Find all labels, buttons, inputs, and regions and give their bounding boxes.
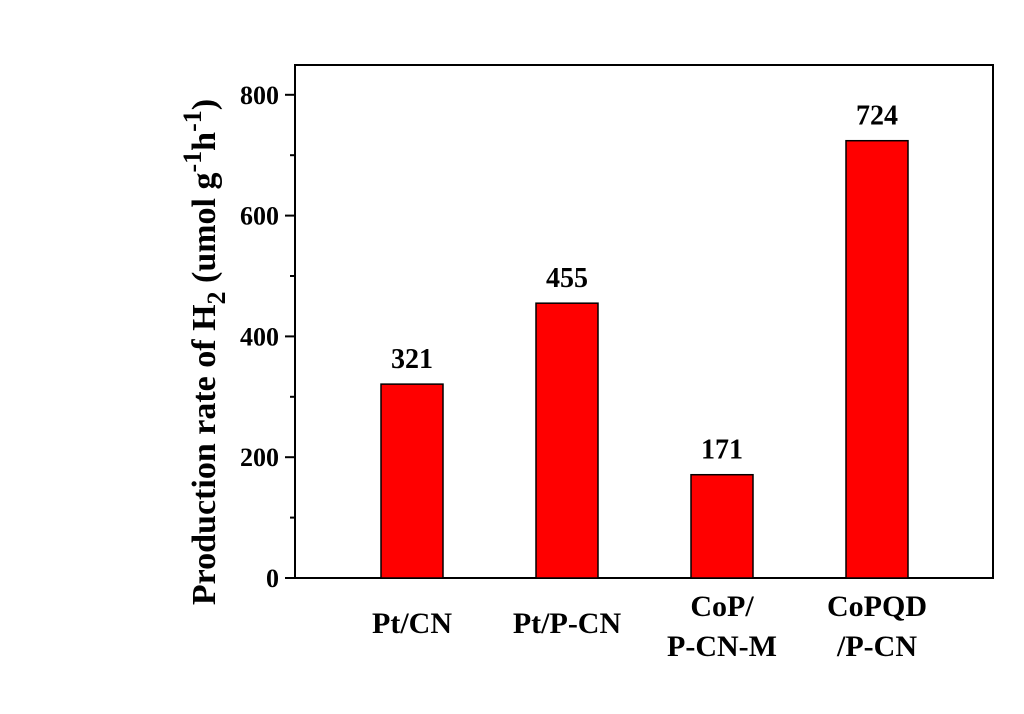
y-axis-ticks: 0 200 400 600 800 (240, 81, 295, 593)
x-category-label: CoPQD/P-CN (827, 590, 927, 663)
bar (690, 473, 754, 579)
y-tick-label: 0 (266, 564, 279, 593)
y-tick-label: 200 (240, 443, 279, 472)
bars (380, 139, 909, 579)
y-axis-label: Production rate of H2 (umol g-1h-1) (178, 99, 231, 605)
x-category-label: Pt/P-CN (513, 607, 622, 640)
bar (845, 139, 909, 579)
y-tick-label: 400 (240, 322, 279, 351)
x-category-label: CoP/P-CN-M (667, 590, 777, 663)
bar-value-label: 455 (546, 263, 588, 294)
bar (535, 302, 599, 579)
bar-value-label: 321 (391, 344, 433, 375)
ylabel-subscript: 2 (202, 291, 231, 304)
plot-frame (294, 64, 994, 579)
bar (380, 383, 444, 579)
y-tick-label: 600 (240, 202, 279, 231)
bar-value-label: 724 (856, 101, 898, 132)
x-category-label: Pt/CN (372, 607, 452, 640)
data-labels: 321 455 171 724 (391, 101, 898, 466)
ylabel-superscript-1: -1 (178, 151, 207, 173)
y-tick-label: 800 (240, 81, 279, 110)
category-labels: Pt/CN Pt/P-CN CoP/P-CN-M CoPQD/P-CN (372, 590, 927, 663)
bar-value-label: 171 (701, 435, 743, 466)
ylabel-superscript-2: -1 (178, 110, 207, 132)
